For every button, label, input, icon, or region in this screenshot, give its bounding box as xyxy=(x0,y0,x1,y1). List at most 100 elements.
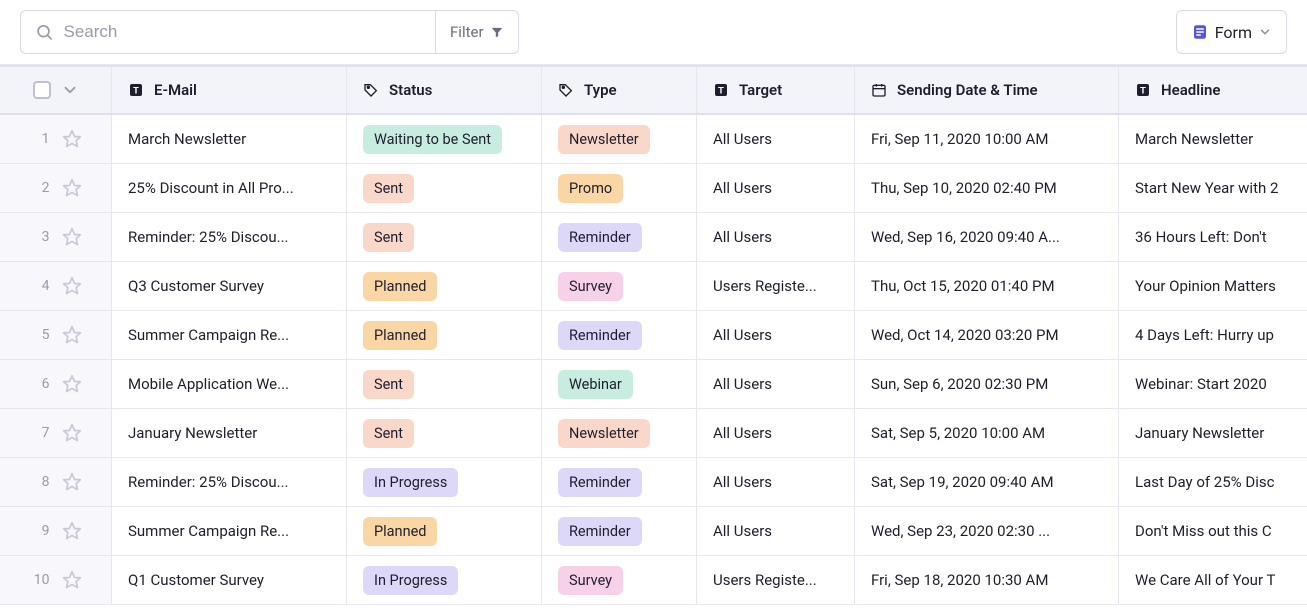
target-cell: All Users xyxy=(713,326,838,344)
type-badge: Survey xyxy=(558,566,623,595)
tag-icon xyxy=(558,82,574,98)
headline-cell: Last Day of 25% Disc xyxy=(1135,473,1291,491)
column-header-email[interactable]: T E-Mail xyxy=(112,67,347,113)
table-row[interactable]: 5Summer Campaign Re...PlannedReminderAll… xyxy=(0,311,1307,360)
status-badge: Waiting to be Sent xyxy=(363,125,502,154)
row-number: 1 xyxy=(30,131,50,147)
type-badge: Newsletter xyxy=(558,419,650,448)
search-input[interactable] xyxy=(64,22,421,42)
headline-cell: 4 Days Left: Hurry up xyxy=(1135,326,1291,344)
chevron-down-icon xyxy=(1258,25,1272,39)
type-badge: Reminder xyxy=(558,223,642,252)
date-cell: Wed, Oct 14, 2020 03:20 PM xyxy=(871,326,1102,344)
row-number: 2 xyxy=(30,180,50,196)
search-input-wrap[interactable] xyxy=(21,11,435,53)
email-cell: Summer Campaign Re... xyxy=(128,326,330,344)
text-icon: T xyxy=(1135,82,1151,98)
type-badge: Reminder xyxy=(558,468,642,497)
date-cell: Sat, Sep 5, 2020 10:00 AM xyxy=(871,424,1102,442)
form-label: Form xyxy=(1215,23,1252,42)
expand-all-chevron[interactable] xyxy=(61,81,79,99)
email-cell: Summer Campaign Re... xyxy=(128,522,330,540)
star-icon[interactable] xyxy=(62,374,82,394)
select-all-checkbox[interactable] xyxy=(33,81,51,99)
table-row[interactable]: 1 March Newsletter Waiting to be Sent Newsl… xyxy=(0,115,1307,164)
target-cell: All Users xyxy=(713,424,838,442)
email-cell: 25% Discount in All Pro... xyxy=(128,179,330,197)
table-row[interactable]: 3Reminder: 25% Discou...SentReminderAll … xyxy=(0,213,1307,262)
row-number: 5 xyxy=(30,327,50,343)
star-icon[interactable] xyxy=(62,178,82,198)
email-cell: Reminder: 25% Discou... xyxy=(128,473,330,491)
headline-cell: 36 Hours Left: Don't xyxy=(1135,228,1291,246)
table-row[interactable]: 6Mobile Application We...SentWebinarAll … xyxy=(0,360,1307,409)
type-badge: Survey xyxy=(558,272,623,301)
row-number: 10 xyxy=(30,572,50,588)
headline-cell: Your Opinion Matters xyxy=(1135,277,1291,295)
table-row[interactable]: 10Q1 Customer SurveyIn ProgressSurveyUse… xyxy=(0,556,1307,605)
type-badge: Reminder xyxy=(558,517,642,546)
target-cell: All Users xyxy=(713,375,838,393)
star-icon[interactable] xyxy=(62,276,82,296)
email-cell: Q1 Customer Survey xyxy=(128,571,330,589)
column-header-target[interactable]: T Target xyxy=(697,67,855,113)
email-cell: March Newsletter xyxy=(128,130,330,148)
status-badge: Planned xyxy=(363,321,437,350)
type-badge: Newsletter xyxy=(558,125,650,154)
star-icon[interactable] xyxy=(62,472,82,492)
column-header-status[interactable]: Status xyxy=(347,67,542,113)
table-row[interactable]: 8 Reminder: 25% Discou... In Progress Remin… xyxy=(0,458,1307,507)
svg-text:T: T xyxy=(1140,85,1146,95)
status-badge: Planned xyxy=(363,272,437,301)
date-cell: Wed, Sep 23, 2020 02:30 ... xyxy=(871,522,1102,540)
target-cell: Users Registe... xyxy=(713,277,838,295)
svg-text:T: T xyxy=(133,85,139,95)
tag-icon xyxy=(363,82,379,98)
table-row[interactable]: 7January NewsletterSentNewsletterAll Use… xyxy=(0,409,1307,458)
form-icon xyxy=(1191,23,1209,41)
row-number: 9 xyxy=(30,523,50,539)
table-row[interactable]: 2 25% Discount in All Pro... Sent Promo All … xyxy=(0,164,1307,213)
status-badge: Sent xyxy=(363,370,414,399)
row-number: 4 xyxy=(30,278,50,294)
column-header-type[interactable]: Type xyxy=(542,67,697,113)
filter-button[interactable]: Filter xyxy=(435,11,518,53)
status-badge: Sent xyxy=(363,174,414,203)
star-icon[interactable] xyxy=(62,570,82,590)
headline-cell: We Care All of Your T xyxy=(1135,571,1291,589)
date-cell: Thu, Sep 10, 2020 02:40 PM xyxy=(871,179,1102,197)
headline-cell: Don't Miss out this C xyxy=(1135,522,1291,540)
target-cell: All Users xyxy=(713,473,838,491)
form-view-button[interactable]: Form xyxy=(1176,10,1287,54)
row-number: 3 xyxy=(30,229,50,245)
star-icon[interactable] xyxy=(62,129,82,149)
text-icon: T xyxy=(713,82,729,98)
target-cell: All Users xyxy=(713,522,838,540)
status-badge: Planned xyxy=(363,517,437,546)
date-cell: Sat, Sep 19, 2020 09:40 AM xyxy=(871,473,1102,491)
table-row[interactable]: 9 Summer Campaign Re... Planned Reminder All… xyxy=(0,507,1307,556)
svg-text:T: T xyxy=(718,85,724,95)
column-header-headline[interactable]: T Headline xyxy=(1119,67,1307,113)
row-number: 8 xyxy=(30,474,50,490)
type-badge: Webinar xyxy=(558,370,633,399)
headline-cell: January Newsletter xyxy=(1135,424,1291,442)
headline-cell: Start New Year with 2 xyxy=(1135,179,1291,197)
table-row[interactable]: 4 Q3 Customer Survey Planned Survey Users Re… xyxy=(0,262,1307,311)
type-badge: Promo xyxy=(558,174,623,203)
target-cell: All Users xyxy=(713,179,838,197)
star-icon[interactable] xyxy=(62,423,82,443)
row-number: 6 xyxy=(30,376,50,392)
search-icon xyxy=(35,22,54,42)
star-icon[interactable] xyxy=(62,325,82,345)
email-cell: January Newsletter xyxy=(128,424,330,442)
date-cell: Wed, Sep 16, 2020 09:40 A... xyxy=(871,228,1102,246)
star-icon[interactable] xyxy=(62,521,82,541)
email-cell: Reminder: 25% Discou... xyxy=(128,228,330,246)
star-icon[interactable] xyxy=(62,227,82,247)
column-header-date[interactable]: Sending Date & Time xyxy=(855,67,1119,113)
status-badge: In Progress xyxy=(363,468,458,497)
status-badge: Sent xyxy=(363,419,414,448)
email-cell: Q3 Customer Survey xyxy=(128,277,330,295)
calendar-icon xyxy=(871,82,887,98)
